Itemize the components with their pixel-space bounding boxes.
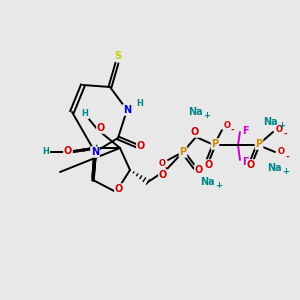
- Text: O: O: [191, 127, 199, 137]
- Text: P: P: [212, 139, 219, 149]
- Text: H: H: [43, 148, 50, 157]
- Text: N: N: [91, 147, 99, 157]
- Text: Na: Na: [263, 117, 278, 127]
- Text: S: S: [114, 51, 122, 61]
- Text: +: +: [203, 112, 210, 121]
- Text: F: F: [242, 157, 248, 167]
- Text: Na: Na: [267, 163, 282, 173]
- Text: F: F: [242, 126, 248, 136]
- Text: O: O: [275, 125, 283, 134]
- Text: P: P: [179, 147, 187, 157]
- Text: P: P: [255, 139, 262, 149]
- Text: O: O: [195, 165, 203, 175]
- Text: H: H: [82, 110, 88, 118]
- Text: O: O: [115, 184, 123, 194]
- Text: O: O: [97, 123, 105, 133]
- Text: -: -: [164, 164, 168, 172]
- Text: +: +: [278, 122, 285, 130]
- Text: Na: Na: [200, 177, 214, 187]
- Text: -: -: [285, 152, 289, 161]
- Text: O: O: [137, 141, 145, 151]
- Text: O: O: [64, 146, 72, 156]
- Text: -: -: [283, 130, 287, 139]
- Text: O: O: [159, 170, 167, 180]
- Text: Na: Na: [188, 107, 202, 117]
- Text: O: O: [278, 148, 284, 157]
- Text: O: O: [224, 122, 230, 130]
- Text: O: O: [158, 158, 166, 167]
- Text: -: -: [230, 125, 234, 134]
- Text: +: +: [215, 182, 222, 190]
- Text: H: H: [136, 100, 143, 109]
- Text: N: N: [123, 105, 131, 115]
- Text: O: O: [247, 160, 255, 170]
- Text: +: +: [282, 167, 289, 176]
- Text: O: O: [205, 160, 213, 170]
